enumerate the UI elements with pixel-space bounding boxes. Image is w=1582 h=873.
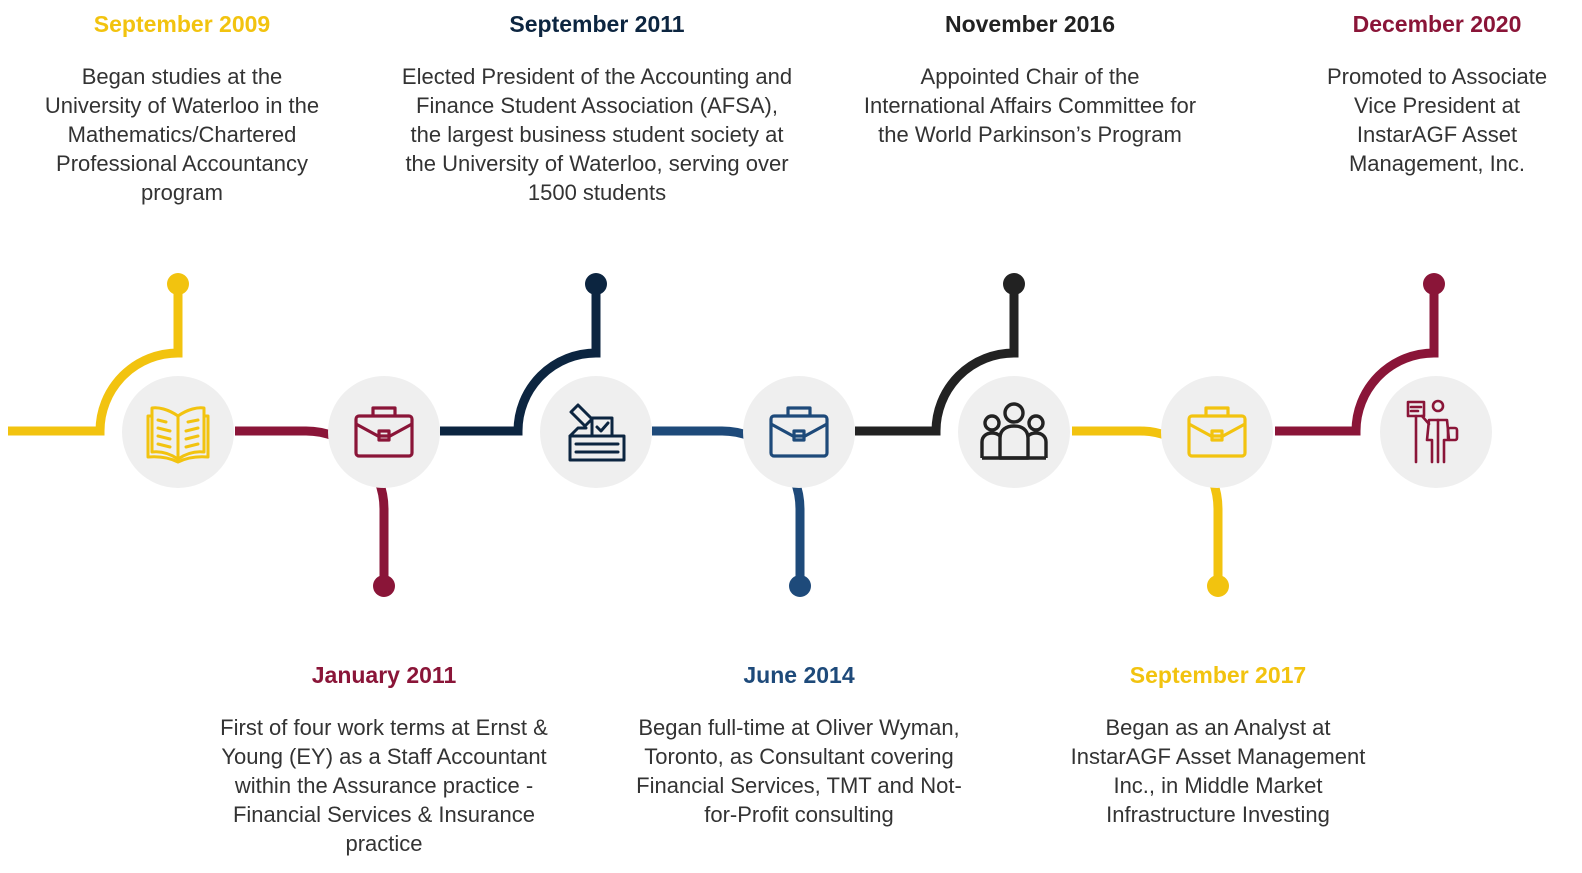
presenter-icon	[1406, 399, 1459, 464]
connector-dot	[167, 273, 189, 295]
milestone-label: June 2014 Began full-time at Oliver Wyma…	[632, 661, 966, 829]
connector-dot	[585, 273, 607, 295]
milestone-date: September 2009	[93, 11, 271, 37]
milestone-description: Appointed Chair of the International Aff…	[863, 64, 1197, 147]
connector-line	[8, 284, 183, 436]
milestone-date: September 2017	[1129, 662, 1307, 688]
briefcase-icon	[769, 406, 829, 458]
milestone-label: September 2009 Began studies at the Univ…	[32, 10, 332, 207]
milestone-label: September 2017 Began as an Analyst at In…	[1058, 661, 1378, 829]
milestone-icon-circle	[1161, 376, 1273, 488]
milestone-description: Began studies at the University of Water…	[44, 64, 320, 205]
milestone-label: November 2016 Appointed Chair of the Int…	[863, 10, 1197, 149]
connector-dot	[1003, 273, 1025, 295]
milestone-date: June 2014	[743, 662, 855, 688]
milestone-icon-circle	[1380, 376, 1492, 488]
open-book-icon	[146, 406, 210, 464]
milestone-label: September 2011 Elected President of the …	[400, 10, 794, 207]
group-icon	[980, 402, 1048, 460]
milestone-description: Began full-time at Oliver Wyman, Toronto…	[636, 715, 962, 827]
briefcase-icon	[354, 406, 414, 458]
briefcase-icon	[1187, 406, 1247, 458]
connector-line	[440, 284, 601, 436]
milestone-date: January 2011	[311, 662, 457, 688]
milestone-label: January 2011 First of four work terms at…	[198, 661, 570, 858]
milestone-date: November 2016	[944, 11, 1116, 37]
connector-dot	[373, 575, 395, 597]
milestone-icon-circle	[958, 376, 1070, 488]
connector-dot	[1423, 273, 1445, 295]
ballot-box-icon	[568, 403, 626, 462]
milestone-icon-circle	[122, 376, 234, 488]
milestone-description: Elected President of the Accounting and …	[401, 64, 793, 205]
connector-dot	[1207, 575, 1229, 597]
connector-line	[855, 284, 1019, 436]
milestone-description: Began as an Analyst at InstarAGF Asset M…	[1070, 715, 1366, 827]
connector-line	[1275, 284, 1439, 436]
milestone-icon-circle	[328, 376, 440, 488]
milestone-label: December 2020 Promoted to Associate Vice…	[1312, 10, 1562, 178]
milestone-date: September 2011	[509, 11, 685, 37]
milestone-description: Promoted to Associate Vice President at …	[1326, 64, 1548, 176]
connector-dot	[789, 575, 811, 597]
milestone-description: First of four work terms at Ernst & Youn…	[220, 715, 548, 856]
milestone-date: December 2020	[1352, 11, 1522, 37]
milestone-icon-circle	[540, 376, 652, 488]
milestone-icon-circle	[743, 376, 855, 488]
